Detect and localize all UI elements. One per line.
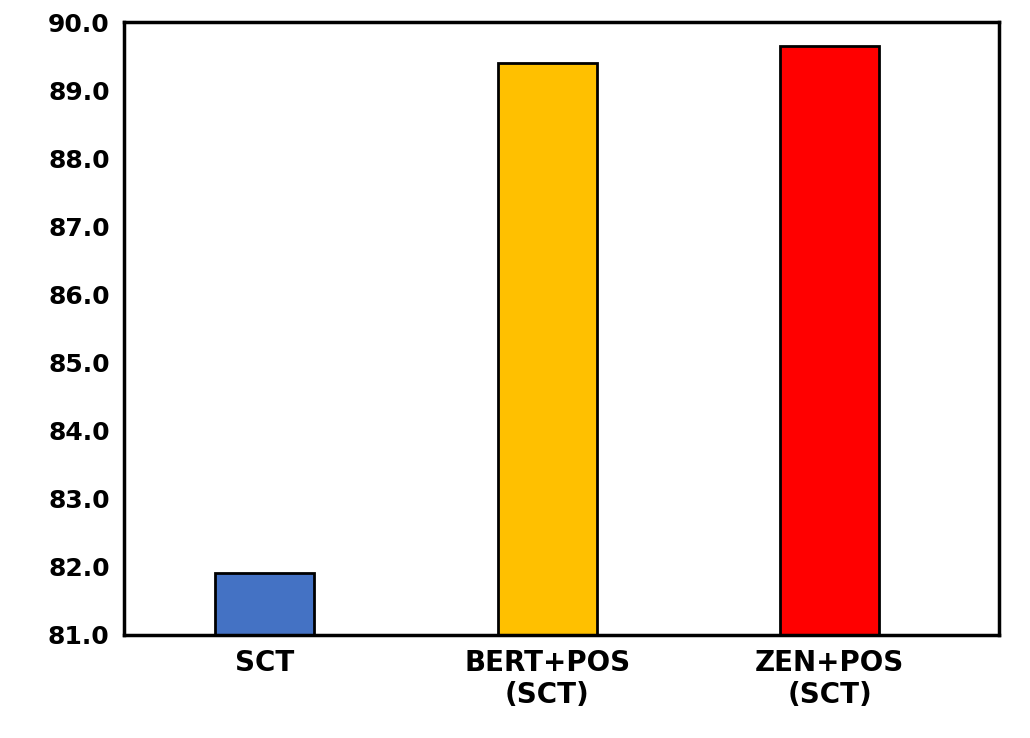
- Bar: [215, 573, 314, 635]
- Bar: [781, 46, 879, 635]
- Bar: [497, 63, 596, 635]
